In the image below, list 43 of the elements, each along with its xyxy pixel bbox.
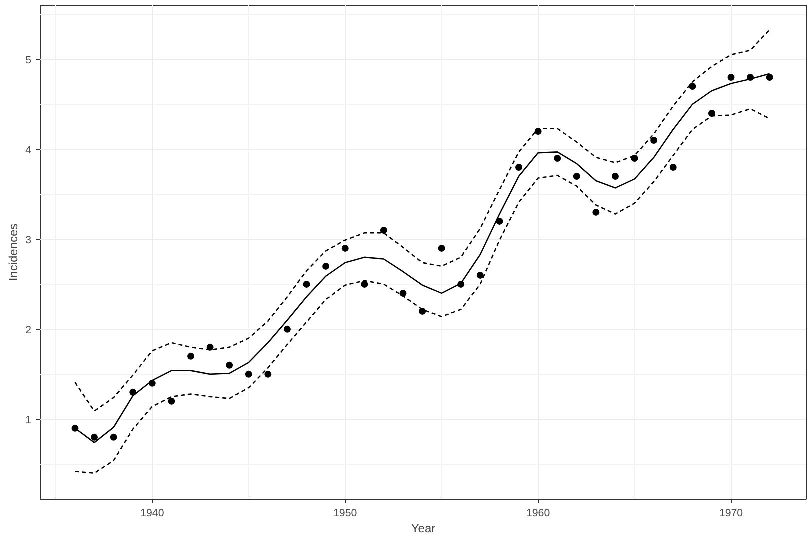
x-tick-label: 1940 [140,508,164,520]
y-tick-label: 1 [26,414,32,426]
point [284,326,291,333]
point [110,434,118,441]
point [245,370,252,378]
x-tick-label: 1960 [526,508,550,520]
point [554,154,562,162]
y-axis-title: Incidences [6,224,21,282]
point [496,218,504,225]
y-tick-label: 5 [26,54,32,66]
point [206,344,214,351]
point [516,164,523,171]
point [573,172,580,180]
point [419,308,426,315]
point [612,172,619,180]
y-tick-label: 2 [26,324,32,336]
point [91,434,98,441]
point [708,110,716,117]
point [168,398,176,405]
line-series [74,108,770,474]
point [264,370,272,378]
x-tick-label: 1970 [719,508,744,520]
point [188,352,194,360]
point [631,154,638,162]
point [303,280,310,288]
point [650,136,658,144]
point [322,262,330,270]
point [438,244,446,252]
point [226,362,234,369]
point [476,272,484,279]
x-tick-label: 1950 [334,508,358,520]
point [766,74,774,81]
y-tick-label: 3 [26,234,32,246]
point [380,226,388,234]
point [592,208,600,216]
point [342,244,349,252]
point [361,280,368,288]
line-series [74,29,770,412]
point [670,164,677,171]
x-axis-title: Year [411,522,436,536]
point [689,82,696,90]
point [728,74,735,81]
y-tick-label: 4 [26,144,32,156]
